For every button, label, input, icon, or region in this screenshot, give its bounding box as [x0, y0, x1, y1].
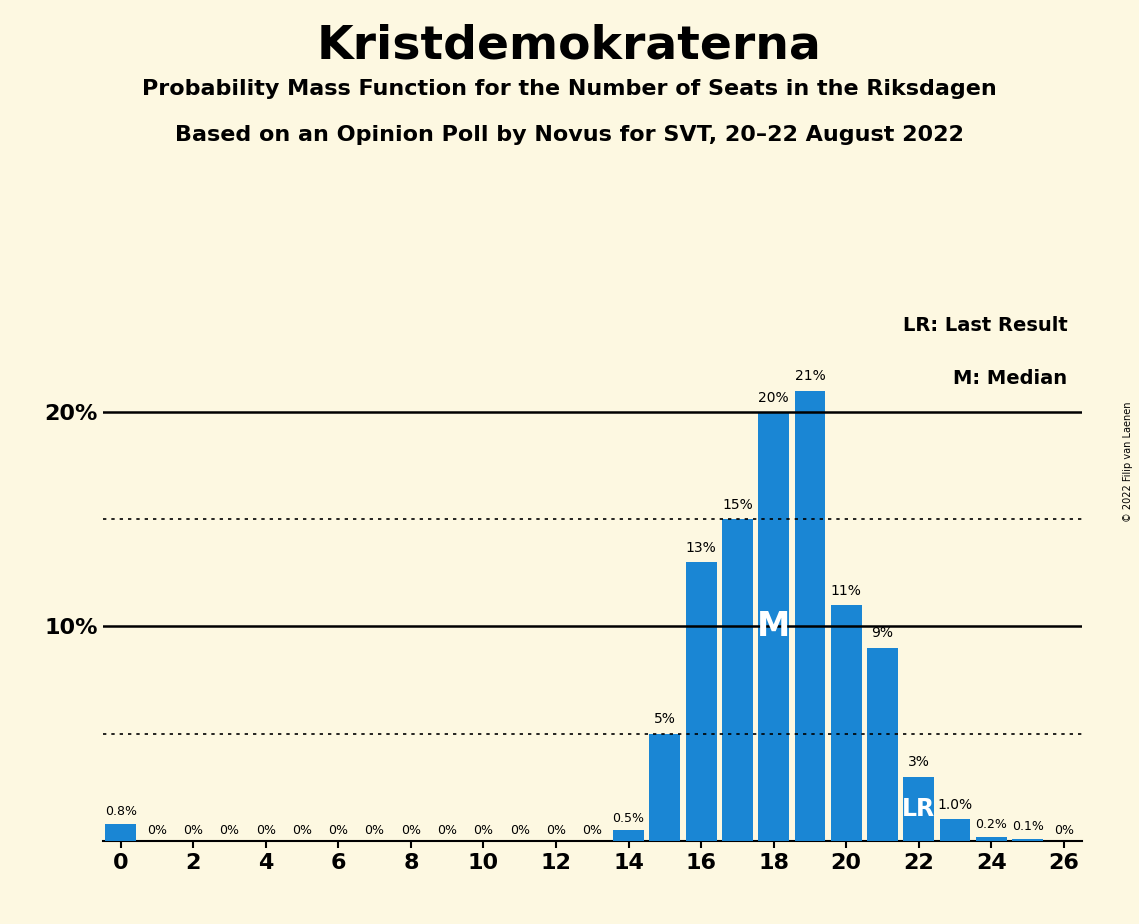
Text: 20%: 20% [759, 391, 789, 405]
Text: 0.2%: 0.2% [975, 818, 1007, 832]
Text: LR: Last Result: LR: Last Result [902, 316, 1067, 334]
Text: © 2022 Filip van Laenen: © 2022 Filip van Laenen [1123, 402, 1133, 522]
Text: LR: LR [902, 796, 935, 821]
Text: Based on an Opinion Poll by Novus for SVT, 20–22 August 2022: Based on an Opinion Poll by Novus for SV… [175, 125, 964, 145]
Bar [1013, 839, 1043, 841]
Text: 3%: 3% [908, 755, 929, 769]
Text: 0%: 0% [437, 824, 457, 837]
Text: 0%: 0% [510, 824, 530, 837]
Text: 9%: 9% [871, 626, 893, 640]
Bar [649, 734, 680, 841]
Text: 0%: 0% [474, 824, 493, 837]
Text: 0%: 0% [401, 824, 421, 837]
Bar [795, 391, 826, 841]
Text: 0%: 0% [220, 824, 239, 837]
Text: 1.0%: 1.0% [937, 798, 973, 812]
Text: 0%: 0% [292, 824, 312, 837]
Bar [722, 519, 753, 841]
Text: M: M [757, 610, 790, 643]
Bar [759, 412, 789, 841]
Text: 0%: 0% [1054, 824, 1074, 837]
Text: 13%: 13% [686, 541, 716, 554]
Text: 15%: 15% [722, 498, 753, 512]
Text: 5%: 5% [654, 712, 675, 726]
Text: 0%: 0% [546, 824, 566, 837]
Bar [867, 648, 898, 841]
Bar [976, 836, 1007, 841]
Bar [613, 830, 644, 841]
Text: 0%: 0% [364, 824, 385, 837]
Text: 0.1%: 0.1% [1011, 821, 1043, 833]
Bar [105, 823, 136, 841]
Text: Kristdemokraterna: Kristdemokraterna [317, 23, 822, 68]
Text: 21%: 21% [795, 370, 826, 383]
Bar [830, 605, 862, 841]
Text: 0%: 0% [256, 824, 276, 837]
Text: 0%: 0% [183, 824, 203, 837]
Text: 0%: 0% [582, 824, 603, 837]
Text: 0.8%: 0.8% [105, 806, 137, 819]
Bar [903, 776, 934, 841]
Text: 0.5%: 0.5% [613, 812, 645, 825]
Bar [686, 562, 716, 841]
Text: 11%: 11% [830, 584, 862, 598]
Text: 0%: 0% [147, 824, 167, 837]
Text: 0%: 0% [328, 824, 349, 837]
Text: M: Median: M: Median [953, 370, 1067, 388]
Bar [940, 820, 970, 841]
Text: Probability Mass Function for the Number of Seats in the Riksdagen: Probability Mass Function for the Number… [142, 79, 997, 99]
